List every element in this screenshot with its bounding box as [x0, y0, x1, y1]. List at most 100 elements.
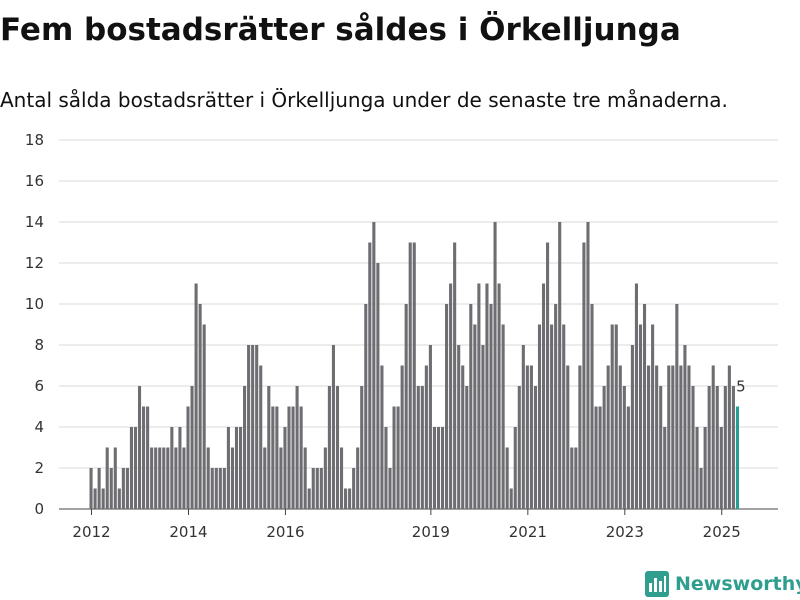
bar	[364, 304, 368, 509]
bar	[699, 468, 703, 509]
bar	[142, 406, 146, 509]
bar	[493, 222, 497, 509]
bar	[436, 427, 441, 509]
bar	[432, 427, 436, 509]
bar	[691, 386, 695, 509]
bar	[222, 468, 226, 509]
bar	[234, 427, 239, 509]
x-tick-label: 2019	[412, 523, 450, 541]
bar	[610, 324, 614, 509]
bar	[344, 488, 348, 509]
bar	[626, 406, 630, 509]
bar	[647, 365, 651, 509]
bar	[109, 468, 113, 509]
bar	[238, 427, 243, 509]
bar	[206, 447, 210, 509]
bar	[501, 324, 505, 509]
bar	[618, 365, 622, 509]
bar	[360, 386, 364, 509]
bar	[695, 427, 699, 509]
bar	[125, 468, 129, 509]
bar	[574, 447, 578, 509]
bar	[299, 406, 303, 509]
bar	[659, 386, 663, 509]
bars	[89, 222, 739, 509]
bar	[578, 365, 582, 509]
bar	[137, 386, 142, 509]
bar	[453, 242, 457, 509]
bar	[247, 345, 251, 509]
bar	[327, 386, 331, 509]
bar-latest	[735, 406, 739, 509]
bar	[283, 427, 287, 509]
bar	[101, 488, 105, 509]
bar	[170, 427, 174, 509]
y-tick-label: 0	[34, 500, 44, 518]
bar	[715, 386, 719, 509]
bar	[529, 365, 533, 509]
bar	[602, 386, 606, 509]
bar	[113, 447, 117, 509]
bar	[408, 242, 412, 509]
bar	[731, 386, 735, 509]
y-tick-label: 16	[25, 172, 44, 190]
bar	[485, 283, 489, 509]
bar	[380, 365, 384, 509]
bar	[198, 304, 202, 509]
bar	[178, 427, 182, 509]
bar	[295, 386, 299, 509]
bar	[558, 222, 562, 509]
x-axis: 2012 2014 2016 2019 2021 2023 2025	[72, 509, 741, 541]
bar	[723, 386, 727, 509]
bar	[606, 365, 610, 509]
bar	[339, 447, 344, 509]
bar	[412, 242, 416, 509]
y-tick-label: 8	[34, 336, 44, 354]
bar	[671, 365, 675, 509]
chart-subtitle: Antal sålda bostadsrätter i Örkelljunga …	[0, 88, 728, 112]
bar	[93, 488, 97, 509]
bar	[194, 283, 198, 509]
bar	[323, 447, 327, 509]
bar	[356, 447, 360, 509]
bar	[303, 447, 307, 509]
bar	[230, 447, 234, 509]
bar	[586, 222, 590, 509]
bar	[352, 468, 356, 509]
bar	[182, 447, 186, 509]
bar	[598, 406, 602, 509]
bar	[271, 406, 275, 509]
bar	[546, 242, 550, 509]
bar	[89, 468, 93, 509]
bar-chart-logo-icon	[645, 571, 669, 597]
annotations: 5	[736, 378, 746, 396]
bar	[667, 365, 671, 509]
bar	[570, 447, 574, 509]
bar	[481, 345, 485, 509]
bar	[707, 386, 711, 509]
x-tick-label: 2016	[266, 523, 304, 541]
bar	[513, 427, 517, 509]
bar	[291, 406, 295, 509]
bar	[368, 242, 372, 509]
bar	[202, 324, 206, 509]
newsworthy-logo[interactable]: Newsworthy	[645, 568, 800, 600]
bar	[404, 304, 408, 509]
bar	[105, 447, 109, 509]
bar	[384, 427, 388, 509]
bar	[638, 324, 643, 509]
x-tick-label: 2021	[509, 523, 547, 541]
bar	[190, 386, 194, 509]
bar	[550, 324, 554, 509]
bar	[392, 406, 396, 509]
bar	[537, 324, 542, 509]
bar	[642, 304, 647, 509]
bar	[259, 365, 263, 509]
y-tick-label: 14	[25, 213, 44, 231]
bar	[424, 365, 428, 509]
bar	[400, 365, 404, 509]
bar	[372, 222, 376, 509]
bar	[331, 345, 335, 509]
bar	[166, 447, 170, 509]
bar	[509, 488, 513, 509]
